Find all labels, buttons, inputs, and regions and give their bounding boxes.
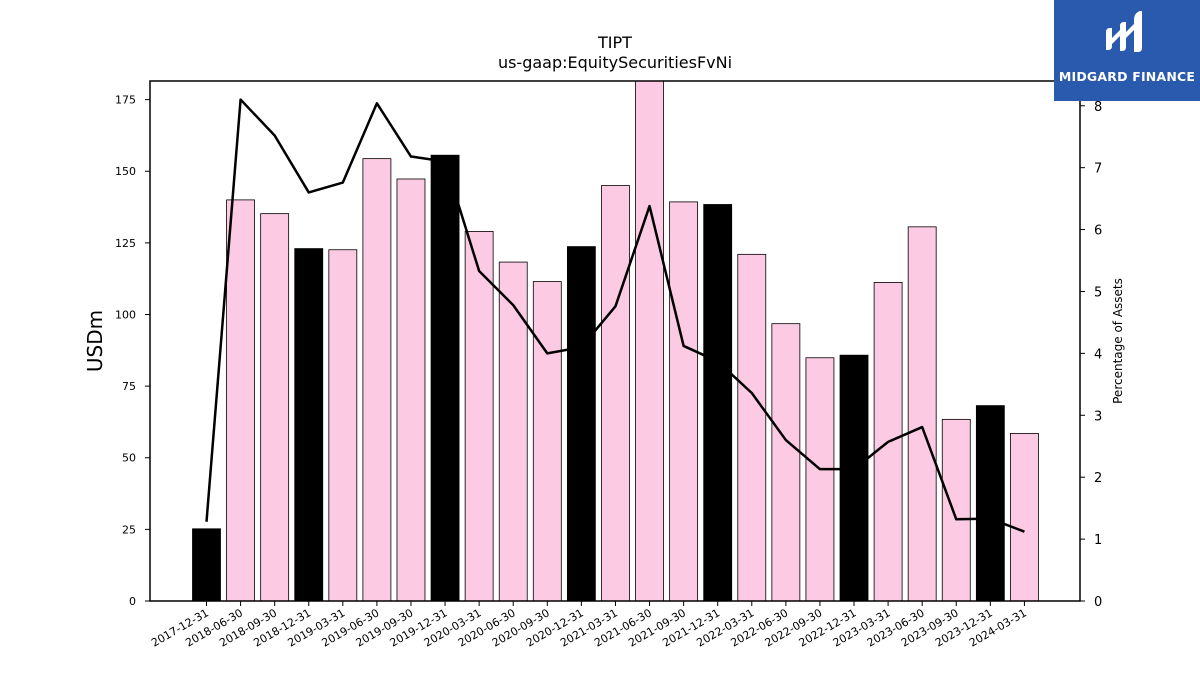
bar-2020-09-30: [532, 281, 562, 602]
y-tick-label-0: 0: [129, 595, 136, 608]
bar-2021-12-31: [703, 204, 733, 602]
y2-tick-label-7: 7: [1094, 162, 1102, 177]
y-tick-label-125: 125: [115, 237, 136, 250]
midgard-finance-logo: MIDGARD FINANCE: [1054, 0, 1200, 101]
bar-2020-12-31: [566, 246, 596, 602]
bar-2022-09-30: [805, 357, 835, 602]
y-tick-label-100: 100: [115, 308, 136, 321]
y2-tick-label-4: 4: [1094, 347, 1102, 362]
percentage-line: [205, 98, 1025, 533]
midgard-logo-icon: [1106, 11, 1142, 52]
bar-group: [192, 80, 1039, 602]
line-series-group: [205, 98, 1025, 533]
chart-subtitle: us-gaap:EquitySecuritiesFvNi: [498, 53, 732, 72]
y-tick-label-25: 25: [122, 523, 136, 536]
bar-2020-03-31: [464, 231, 494, 602]
y2-tick-label-3: 3: [1094, 409, 1102, 424]
bar-2022-03-31: [737, 253, 767, 602]
y2-tick-label-2: 2: [1094, 471, 1102, 486]
logo-text: MIDGARD FINANCE: [1058, 69, 1196, 84]
bar-2019-09-30: [396, 178, 426, 602]
bar-2023-12-31: [975, 405, 1005, 602]
bar-2019-06-30: [362, 158, 392, 602]
bar-2020-06-30: [498, 261, 528, 602]
bar-2023-09-30: [941, 418, 971, 602]
y-tick-label-150: 150: [115, 165, 136, 178]
y2-tick-label-6: 6: [1094, 224, 1102, 239]
y2-tick-label-1: 1: [1094, 533, 1102, 548]
bar-2018-12-31: [294, 248, 324, 602]
bar-2018-09-30: [260, 213, 290, 602]
y-tick-label-75: 75: [122, 380, 136, 393]
y2-tick-label-0: 0: [1094, 595, 1102, 610]
bar-2022-06-30: [771, 323, 801, 602]
bar-2018-06-30: [226, 199, 255, 602]
bar-2017-12-31: [192, 528, 221, 602]
bar-2024-03-31: [1010, 432, 1039, 602]
bar-2022-12-31: [839, 354, 869, 602]
y-axis-label: USDm: [83, 310, 107, 372]
y2-tick-label-5: 5: [1094, 285, 1102, 300]
chart-title: TIPT: [597, 33, 632, 52]
bar-2021-03-31: [601, 185, 630, 602]
bar-2021-06-30: [635, 80, 664, 602]
bar-2021-09-30: [669, 201, 699, 602]
y-tick-label-50: 50: [122, 452, 136, 465]
y-tick-label-175: 175: [115, 94, 136, 107]
bar-2023-06-30: [907, 226, 937, 602]
bar-2019-03-31: [328, 249, 358, 602]
y2-axis-label: Percentage of Assets: [1111, 278, 1125, 404]
bar-2019-12-31: [430, 154, 460, 602]
y2-tick-label-8: 8: [1094, 100, 1102, 115]
